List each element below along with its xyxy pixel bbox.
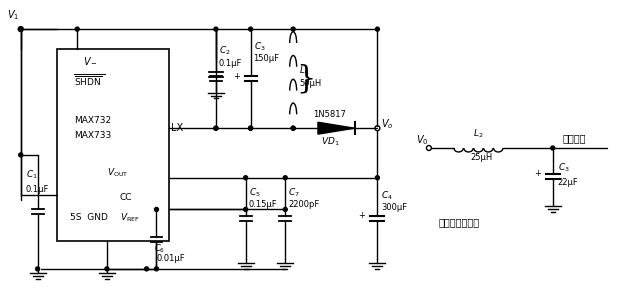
Bar bbox=[58, 49, 170, 241]
Text: +: + bbox=[359, 211, 366, 220]
Text: $V_0$: $V_0$ bbox=[416, 133, 429, 147]
Text: 0.15μF: 0.15μF bbox=[249, 200, 277, 209]
Text: $C_5$: $C_5$ bbox=[249, 186, 260, 199]
Text: 2200pF: 2200pF bbox=[288, 200, 319, 209]
Text: 补接低通滤波器: 补接低通滤波器 bbox=[439, 217, 480, 227]
Circle shape bbox=[284, 207, 287, 211]
Text: 50μH: 50μH bbox=[299, 79, 321, 88]
Text: 0.1μF: 0.1μF bbox=[26, 185, 49, 194]
Polygon shape bbox=[318, 122, 354, 134]
Text: 0.01μF: 0.01μF bbox=[156, 254, 185, 263]
Text: 300μF: 300μF bbox=[381, 203, 408, 212]
Text: $L_1$: $L_1$ bbox=[299, 64, 310, 77]
Text: 滤波输出: 滤波输出 bbox=[563, 133, 586, 143]
Circle shape bbox=[291, 27, 295, 31]
Circle shape bbox=[291, 126, 295, 130]
Circle shape bbox=[214, 126, 218, 130]
Circle shape bbox=[244, 176, 248, 180]
Circle shape bbox=[376, 176, 379, 180]
Text: $V_o$: $V_o$ bbox=[381, 117, 394, 131]
Text: $V_{\rm OUT}$: $V_{\rm OUT}$ bbox=[107, 167, 128, 179]
Circle shape bbox=[75, 27, 80, 31]
Circle shape bbox=[249, 27, 252, 31]
Text: $C_3$: $C_3$ bbox=[254, 41, 265, 53]
Text: $C_4$: $C_4$ bbox=[381, 189, 393, 202]
Text: 150μF: 150μF bbox=[254, 54, 280, 63]
Text: $C_3$: $C_3$ bbox=[558, 162, 570, 174]
Circle shape bbox=[249, 126, 252, 130]
Text: +: + bbox=[534, 169, 541, 178]
Text: 0.1μF: 0.1μF bbox=[219, 59, 242, 68]
Circle shape bbox=[105, 267, 109, 271]
Text: MAX732: MAX732 bbox=[74, 116, 111, 125]
Text: $V_-$: $V_-$ bbox=[83, 56, 98, 66]
Text: $VD_1$: $VD_1$ bbox=[321, 136, 339, 148]
Circle shape bbox=[244, 207, 248, 211]
Circle shape bbox=[214, 126, 218, 130]
Text: MAX733: MAX733 bbox=[74, 131, 111, 140]
Circle shape bbox=[214, 27, 218, 31]
Circle shape bbox=[291, 126, 295, 130]
Circle shape bbox=[155, 207, 158, 211]
Circle shape bbox=[249, 126, 252, 130]
Text: 25μH: 25μH bbox=[471, 153, 493, 162]
Text: 5S  GND: 5S GND bbox=[70, 213, 108, 222]
Circle shape bbox=[145, 267, 148, 271]
Text: 1N5817: 1N5817 bbox=[313, 110, 346, 119]
Text: $C_2$: $C_2$ bbox=[219, 45, 230, 57]
Text: +: + bbox=[233, 72, 240, 81]
Circle shape bbox=[551, 146, 555, 150]
Text: CC: CC bbox=[120, 193, 132, 202]
Circle shape bbox=[284, 176, 287, 180]
Text: $V_{\rm REF}$: $V_{\rm REF}$ bbox=[120, 211, 140, 224]
Circle shape bbox=[36, 267, 39, 271]
Text: LX: LX bbox=[172, 123, 183, 133]
Circle shape bbox=[19, 153, 23, 157]
Text: $L_2$: $L_2$ bbox=[473, 128, 484, 140]
Text: }: } bbox=[296, 63, 316, 94]
Text: $\overline{\rm SHDN}$: $\overline{\rm SHDN}$ bbox=[74, 74, 103, 88]
Text: $C_6$: $C_6$ bbox=[155, 243, 166, 255]
Text: $C_1$: $C_1$ bbox=[26, 168, 38, 181]
Text: $C_7$: $C_7$ bbox=[288, 186, 300, 199]
Text: $V_1$: $V_1$ bbox=[7, 8, 19, 22]
Circle shape bbox=[19, 27, 23, 31]
Circle shape bbox=[376, 27, 379, 31]
Text: 22μF: 22μF bbox=[558, 178, 578, 187]
Circle shape bbox=[155, 267, 158, 271]
